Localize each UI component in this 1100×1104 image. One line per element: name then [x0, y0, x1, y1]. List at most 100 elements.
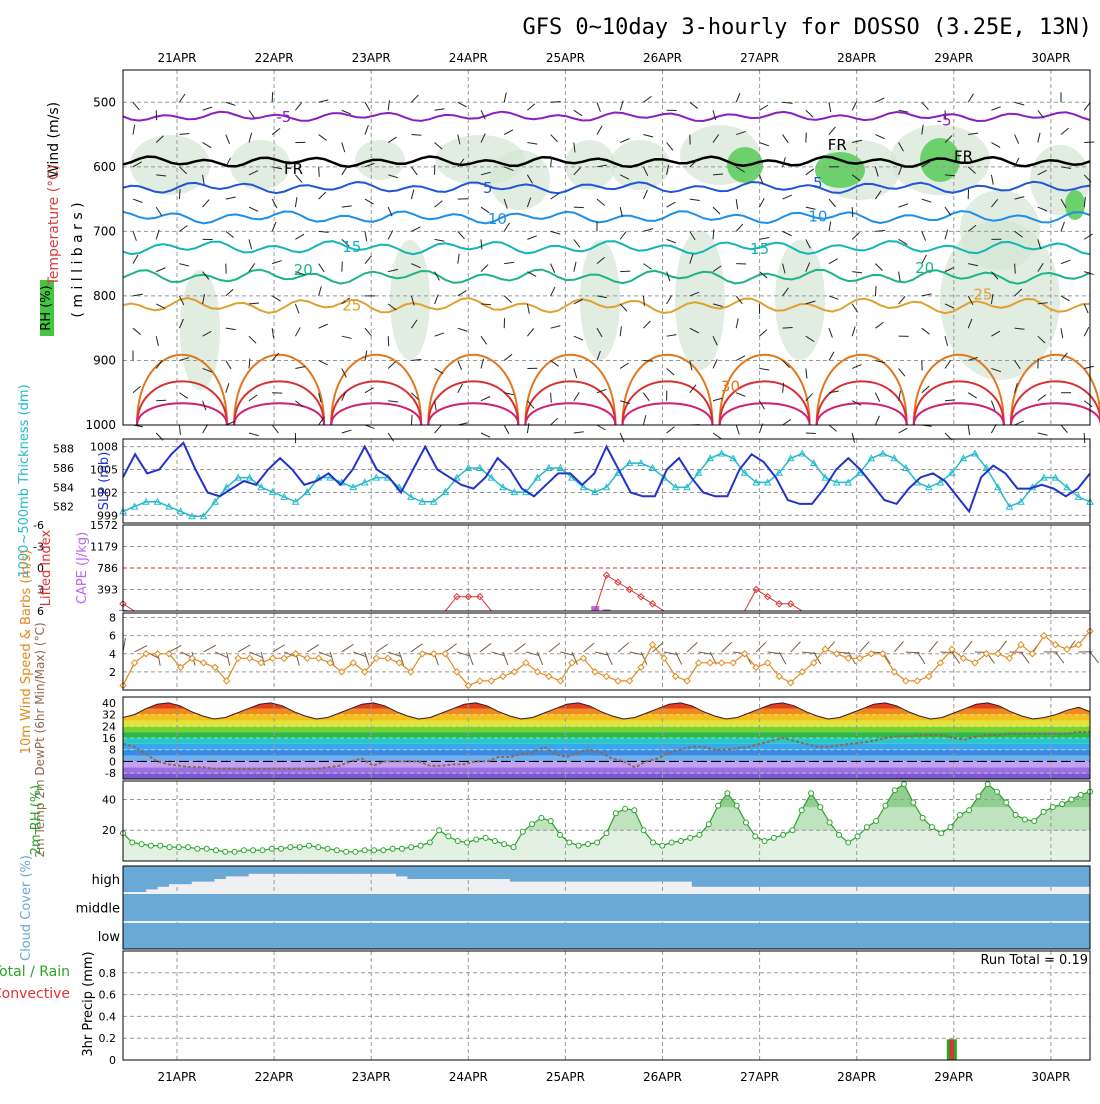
rh-point	[864, 825, 869, 830]
wind-barb	[133, 328, 141, 334]
cloud-high-cell	[589, 866, 601, 882]
wind-barb	[806, 133, 807, 143]
cloud-middle-cell	[123, 894, 135, 921]
precip-tick-label: 0.6	[99, 989, 117, 1002]
rh-point	[548, 819, 553, 824]
wind-barb	[156, 336, 158, 346]
wind-barb	[295, 103, 301, 111]
wind10-barb	[307, 645, 319, 652]
wind-barb	[203, 143, 212, 148]
cloud-high-cell	[715, 866, 727, 887]
cloud-low-cell	[942, 923, 954, 949]
li-axis-label: Lifted Index	[39, 529, 54, 606]
rh-point	[232, 849, 237, 854]
cloud-middle-cell	[646, 894, 658, 921]
rh-point	[688, 835, 693, 840]
cloud-middle-cell	[464, 894, 476, 921]
thickness-axis-label: 1000~500mb Thickness (dm)	[17, 384, 32, 577]
cloud-low-cell	[282, 923, 294, 949]
wind10-point	[281, 655, 287, 661]
wind-barb	[411, 415, 412, 425]
wind-barb	[319, 135, 327, 141]
cloud-middle-cell	[271, 894, 283, 921]
wind-barb	[249, 133, 252, 143]
wind-barb	[643, 190, 647, 199]
wind-barb	[411, 135, 421, 136]
pressure-tick-label: 500	[93, 95, 116, 109]
wind10-barb	[722, 642, 732, 652]
cloud-high-cell	[760, 866, 772, 887]
precip-tick-label: 0.2	[99, 1032, 117, 1045]
wind-barb	[1084, 304, 1088, 313]
cloud-middle-cell	[715, 894, 727, 921]
wind-barb	[574, 368, 577, 378]
wind10-barb	[894, 641, 903, 652]
wind-barb	[226, 231, 234, 237]
wind-barb	[458, 291, 466, 296]
wind10-point	[316, 655, 322, 661]
wind-barb	[922, 328, 930, 334]
cloud-middle-cell	[908, 894, 920, 921]
wind-barb	[319, 324, 328, 328]
cloud-low-cell	[385, 923, 397, 949]
cloud-low-cell	[806, 923, 818, 949]
wind10-point	[615, 678, 621, 684]
wind10-point	[995, 651, 1001, 657]
wind-barb	[667, 368, 675, 375]
cloud-low-cell	[169, 923, 181, 949]
date-label-bottom: 28APR	[837, 1070, 876, 1084]
wind-barb	[991, 175, 993, 185]
contour-label: 30	[721, 377, 740, 395]
wind10-barb	[687, 642, 697, 652]
cloud-high-cell	[464, 866, 476, 879]
cloud-high-cell	[498, 866, 510, 879]
wind-barb	[342, 262, 343, 272]
cloud-high-cell	[612, 866, 624, 882]
wind-barb	[922, 231, 926, 240]
temp-color-band	[123, 697, 1090, 703]
date-label-bottom: 23APR	[352, 1070, 391, 1084]
wind-barb	[342, 206, 352, 207]
wind10-point	[235, 655, 241, 661]
wind-barb	[179, 94, 185, 102]
wind10-barb	[998, 641, 1007, 652]
cloud-high-cell	[885, 866, 897, 887]
wind-barb	[783, 231, 792, 235]
wind-barb	[1061, 222, 1064, 231]
cloud-low-cell	[521, 923, 533, 949]
wind10-barb	[480, 644, 491, 652]
wind-tick-label: 8	[109, 612, 116, 625]
cloud-level-label: low	[98, 930, 121, 945]
rh-point	[790, 828, 795, 833]
cloud-axis-label: Cloud Cover (%)	[19, 855, 34, 961]
wind10-barb	[445, 644, 456, 652]
rh-point	[660, 843, 665, 848]
wind-barb	[667, 295, 672, 304]
cloud-high-cell	[271, 866, 283, 874]
wind-barb	[435, 143, 443, 150]
wind-barb	[1084, 433, 1085, 443]
rh-point	[139, 842, 144, 847]
wind-barb	[411, 189, 413, 199]
rh-point	[520, 829, 525, 834]
wind-barb	[435, 425, 442, 433]
cloud-high-cell	[737, 866, 749, 887]
rh-tick-label: 40	[102, 793, 116, 806]
wind-barb	[319, 360, 328, 364]
rh-point	[148, 843, 153, 848]
wind-barb	[1061, 128, 1069, 134]
wind-barb	[875, 393, 879, 402]
cloud-low-cell	[635, 923, 647, 949]
cloud-middle-cell	[498, 894, 510, 921]
wind10-barb	[1090, 652, 1099, 663]
cloud-high-cell	[282, 866, 294, 874]
wind-barb	[504, 130, 513, 135]
temp-color-band	[123, 773, 1090, 779]
cloud-low-cell	[544, 923, 556, 949]
rh-point	[167, 845, 172, 850]
wind10-axis-label: 10m Wind Speed & Barbs (m/s)	[19, 550, 34, 755]
thickness-tick-label: 588	[53, 443, 74, 456]
cloud-middle-cell	[442, 894, 454, 921]
wind10-point	[696, 660, 702, 666]
wind-barb	[574, 239, 580, 247]
